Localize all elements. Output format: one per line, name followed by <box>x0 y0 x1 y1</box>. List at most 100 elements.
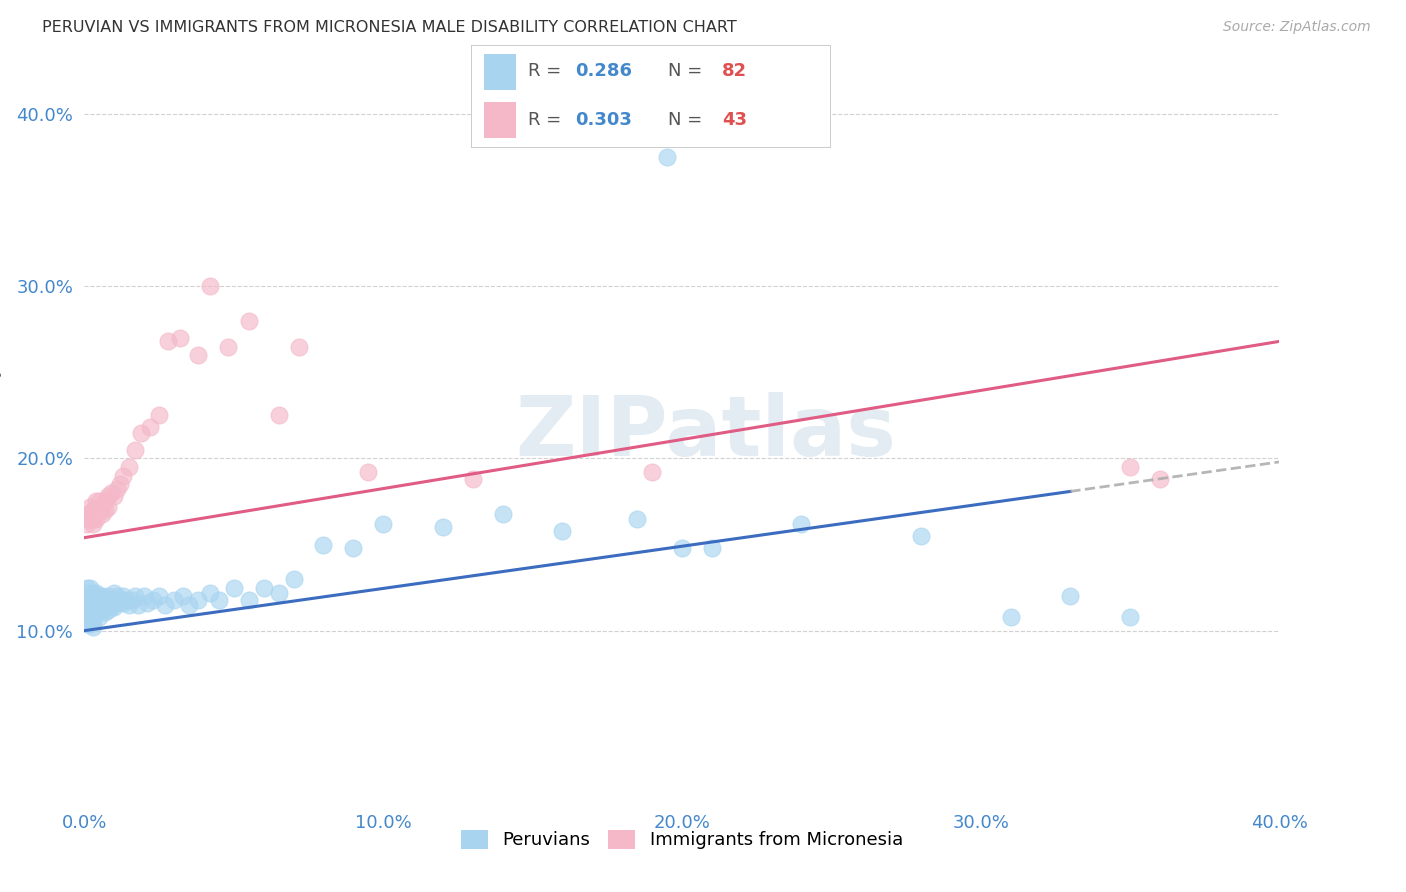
Point <box>79 507 101 521</box>
Bar <box>484 102 516 138</box>
Point <box>217 339 239 353</box>
Point <box>1119 460 1142 475</box>
Point <box>142 592 165 607</box>
Text: 0.286: 0.286 <box>575 62 631 79</box>
Point <box>148 409 170 423</box>
Point <box>124 442 146 457</box>
Text: ZIPatlas: ZIPatlas <box>516 392 896 473</box>
Point <box>89 603 111 617</box>
Point <box>148 589 170 603</box>
Text: 82: 82 <box>723 62 747 79</box>
Point <box>97 489 120 503</box>
Point <box>626 512 648 526</box>
Point <box>187 348 209 362</box>
Text: 43: 43 <box>723 111 747 129</box>
Point <box>671 541 693 555</box>
Point <box>112 468 135 483</box>
Point <box>163 592 186 607</box>
Text: Source: ZipAtlas.com: Source: ZipAtlas.com <box>1223 20 1371 34</box>
Y-axis label: Male Disability: Male Disability <box>0 367 3 499</box>
Point <box>100 599 122 614</box>
Point <box>172 589 194 603</box>
Point <box>139 420 162 434</box>
Point <box>97 589 120 603</box>
Point <box>76 512 98 526</box>
Point <box>79 500 101 514</box>
Text: N =: N = <box>668 62 709 79</box>
Point <box>86 512 108 526</box>
Point <box>86 503 108 517</box>
Point <box>110 592 132 607</box>
Point <box>492 507 515 521</box>
Point <box>124 589 146 603</box>
Point <box>177 598 200 612</box>
Point <box>461 472 484 486</box>
Point <box>82 598 104 612</box>
Point <box>79 589 101 603</box>
Text: R =: R = <box>529 62 568 79</box>
Point <box>82 613 104 627</box>
Point <box>267 409 290 423</box>
Point <box>641 465 664 479</box>
Point <box>198 586 221 600</box>
Point <box>79 610 101 624</box>
Point <box>1000 610 1022 624</box>
Point <box>112 589 135 603</box>
Point <box>91 500 114 514</box>
Point <box>79 596 101 610</box>
Point <box>76 616 98 631</box>
Point <box>89 494 111 508</box>
Point <box>82 586 104 600</box>
Point <box>89 596 111 610</box>
Point <box>110 477 132 491</box>
Point <box>91 603 114 617</box>
Point <box>94 598 117 612</box>
Point <box>89 589 111 603</box>
Point <box>129 425 152 440</box>
Point <box>79 512 101 526</box>
Point <box>82 620 104 634</box>
Point <box>132 589 156 603</box>
Text: N =: N = <box>668 111 709 129</box>
Point <box>357 465 380 479</box>
Point <box>97 596 120 610</box>
Point <box>97 603 120 617</box>
Point <box>76 603 98 617</box>
Point <box>121 592 143 607</box>
Point <box>112 596 135 610</box>
Point <box>76 610 98 624</box>
Point <box>97 500 120 514</box>
Point <box>91 589 114 603</box>
Point <box>100 592 122 607</box>
Point <box>136 596 159 610</box>
Point <box>89 610 111 624</box>
Text: PERUVIAN VS IMMIGRANTS FROM MICRONESIA MALE DISABILITY CORRELATION CHART: PERUVIAN VS IMMIGRANTS FROM MICRONESIA M… <box>42 20 737 35</box>
Point <box>187 592 209 607</box>
Point <box>76 581 98 595</box>
Point <box>153 598 176 612</box>
Point <box>82 592 104 607</box>
Point <box>342 541 364 555</box>
Point <box>82 503 104 517</box>
Point <box>103 586 125 600</box>
Point <box>94 494 117 508</box>
Point <box>312 537 335 551</box>
Point <box>100 486 122 500</box>
Point <box>79 616 101 631</box>
Point <box>89 503 111 517</box>
Point <box>82 512 104 526</box>
Point <box>86 494 108 508</box>
Point <box>105 596 128 610</box>
Point <box>76 586 98 600</box>
Point <box>103 599 125 614</box>
Point <box>115 592 138 607</box>
Point <box>94 503 117 517</box>
Point <box>94 605 117 619</box>
Point <box>1149 472 1171 486</box>
Point <box>157 334 180 349</box>
Point <box>790 516 813 531</box>
Point <box>91 507 114 521</box>
Point <box>208 592 231 607</box>
Point <box>86 592 108 607</box>
Point <box>253 581 276 595</box>
